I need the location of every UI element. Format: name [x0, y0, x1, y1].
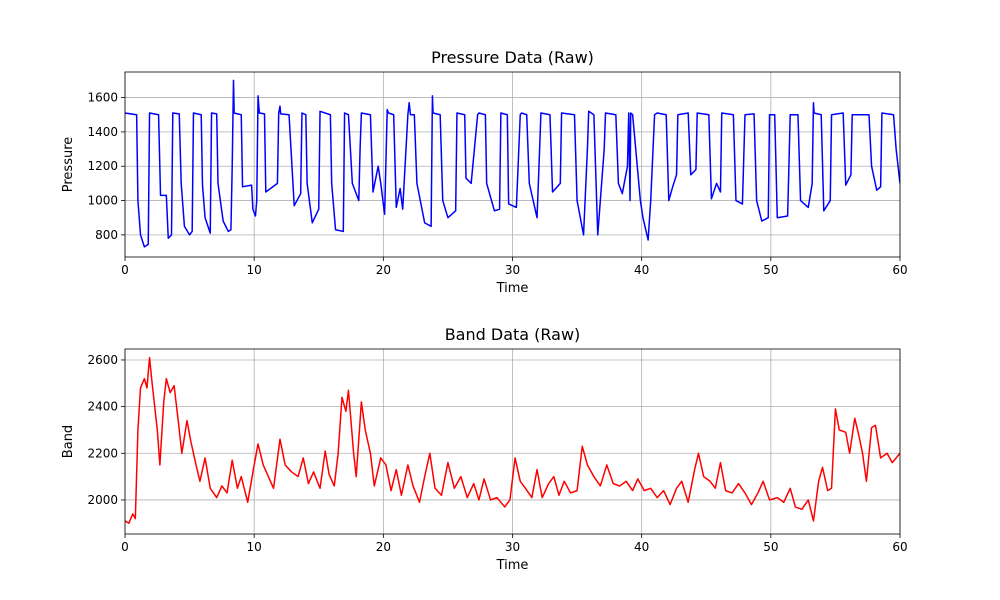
y-axis-label: Band — [61, 425, 76, 458]
y-axis-label: Pressure — [61, 137, 76, 193]
x-tick-label: 50 — [763, 540, 778, 554]
chart-title: Band Data (Raw) — [445, 325, 581, 344]
x-tick-label: 30 — [505, 263, 520, 277]
x-tick-label: 10 — [247, 263, 262, 277]
x-tick-label: 60 — [892, 540, 907, 554]
data-line — [125, 79, 900, 248]
x-tick-label: 60 — [892, 263, 907, 277]
x-tick-label: 10 — [247, 540, 262, 554]
x-tick-label: 0 — [121, 263, 129, 277]
x-tick-label: 40 — [634, 263, 649, 277]
y-tick-label: 1600 — [87, 91, 118, 105]
y-tick-label: 2000 — [87, 493, 118, 507]
data-line — [125, 356, 900, 525]
x-axis-label: Time — [496, 281, 529, 296]
plot-area — [125, 79, 900, 248]
y-tick-label: 1200 — [87, 159, 118, 173]
chart-title: Pressure Data (Raw) — [431, 48, 594, 67]
plot-area — [125, 356, 900, 525]
y-tick-label: 1000 — [87, 194, 118, 208]
y-tick-label: 1400 — [87, 125, 118, 139]
x-tick-label: 0 — [121, 540, 129, 554]
x-axis-label: Time — [496, 558, 529, 573]
x-tick-label: 30 — [505, 540, 520, 554]
axes-frame — [124, 348, 901, 535]
x-tick-label: 50 — [763, 263, 778, 277]
y-tick-label: 2600 — [87, 353, 118, 367]
y-tick-label: 800 — [95, 228, 118, 242]
y-tick-label: 2400 — [87, 400, 118, 414]
axes-frame — [124, 71, 901, 258]
x-tick-label: 20 — [376, 540, 391, 554]
y-tick-label: 2200 — [87, 446, 118, 460]
x-tick-label: 40 — [634, 540, 649, 554]
x-tick-label: 20 — [376, 263, 391, 277]
